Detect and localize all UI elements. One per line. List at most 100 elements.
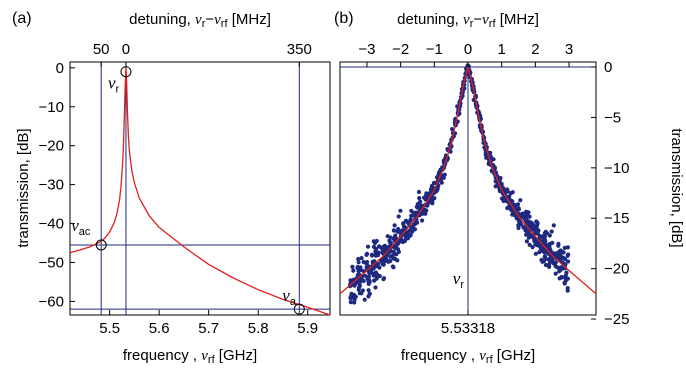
panel-b-data-point bbox=[351, 268, 356, 273]
panel-b-marker-label-r: νr bbox=[453, 269, 465, 291]
panel-b-data-point bbox=[565, 276, 571, 281]
panel-b-data-point bbox=[532, 228, 537, 233]
panel-b-data-point bbox=[348, 294, 353, 299]
panel-b-data-point bbox=[352, 283, 357, 288]
panel-b-data-point bbox=[362, 297, 367, 302]
panel-b-data-point bbox=[348, 300, 353, 305]
panel-b-data-point bbox=[391, 249, 396, 254]
panel-b-data-point bbox=[376, 250, 381, 255]
panel-b-top-tick-label: 0 bbox=[464, 41, 472, 58]
panel-a-top-axis-title: detuning, νr−νrf [MHz] bbox=[129, 11, 271, 30]
panel-a-y-tick-label: −50 bbox=[39, 254, 64, 271]
panel-b-data-point bbox=[390, 264, 395, 269]
panel-b-data-point bbox=[441, 175, 446, 180]
panel-a-line-layer bbox=[69, 67, 331, 316]
panel-b-data-point bbox=[385, 245, 391, 250]
panel-b-data-point bbox=[411, 224, 416, 229]
panel-b-data-point bbox=[373, 272, 378, 277]
panel-b-data-point bbox=[551, 223, 556, 228]
panel-b-x-axis-title: frequency , νrf [GHz] bbox=[401, 347, 535, 366]
panel-a-y-tick-label: −60 bbox=[39, 293, 64, 310]
panel-b-data-point bbox=[565, 253, 570, 258]
panel-b-data-point bbox=[499, 196, 505, 201]
panel-b-data-point bbox=[356, 272, 361, 277]
panel-b-data-point bbox=[355, 264, 360, 270]
panel-b-data-point bbox=[560, 249, 566, 255]
panel-b-y-axis-title: transmission, [dB] bbox=[668, 128, 685, 247]
panel-a-y-tick-label: 0 bbox=[56, 60, 64, 77]
panel-a-y-tick-label: −40 bbox=[39, 216, 64, 233]
panel-b-data-point bbox=[381, 261, 386, 266]
panel-a-x-tick-label: 5.5 bbox=[99, 320, 120, 337]
panel-b-data-point bbox=[519, 212, 524, 217]
panel-b-data-point bbox=[559, 275, 564, 280]
panel-b-data-point bbox=[498, 175, 503, 181]
panel-b-data-point bbox=[380, 249, 385, 254]
panel-b-data-point bbox=[392, 245, 397, 250]
panel-b-data-point bbox=[365, 244, 371, 249]
panel-a-x-axis-title: frequency , νrf [GHz] bbox=[123, 347, 257, 366]
panel-b-ticks: −3 −2 −1 0 1 2 30−5−10−15−20−255.53318 bbox=[358, 41, 629, 337]
panel-b-data-point bbox=[533, 238, 538, 243]
panel-b-data-point bbox=[543, 242, 549, 247]
panel-b-data-point bbox=[417, 196, 422, 201]
panel-b-data-point bbox=[428, 187, 433, 192]
panel-b-data-point bbox=[432, 196, 437, 201]
panel-b-data-point bbox=[364, 252, 369, 257]
panel-b-data-point bbox=[351, 292, 357, 297]
panel-a-y-tick-label: −10 bbox=[39, 99, 64, 116]
panel-b-data-point bbox=[396, 226, 401, 232]
panel-b-data-point bbox=[538, 246, 543, 251]
panel-b-data-point bbox=[510, 212, 515, 217]
panel-a-guides bbox=[70, 62, 330, 315]
panel-b-data-point bbox=[554, 265, 560, 270]
panel-b-top-tick-label: 3 bbox=[565, 41, 573, 58]
panel-b-y-tick-label: −20 bbox=[604, 261, 629, 278]
panel-b-data-point bbox=[505, 206, 510, 211]
panel-b-data-point bbox=[411, 213, 416, 218]
panel-b-top-tick-label: −3 bbox=[358, 41, 375, 58]
panel-b-top-tick-label: 1 bbox=[498, 41, 506, 58]
panel-b-data-point bbox=[566, 259, 571, 264]
panel-b-data-point bbox=[396, 214, 401, 219]
panel-a-marker-label-ac: νac bbox=[71, 216, 91, 238]
panel-b-top-tick-label: −2 bbox=[392, 41, 409, 58]
panel-b-data-point bbox=[518, 219, 523, 224]
panel-b-data-point bbox=[357, 285, 362, 290]
panel-b-top-tick-label: −1 bbox=[426, 41, 443, 58]
panel-b-data-point bbox=[549, 229, 554, 234]
panel-b-data-point bbox=[529, 220, 534, 225]
panel-b-data-point bbox=[552, 261, 557, 266]
panel-a-y-tick-label: −30 bbox=[39, 177, 64, 194]
panel-b-data-point bbox=[518, 198, 523, 203]
panel-b-data-point bbox=[401, 239, 406, 244]
panel-b-data-point bbox=[383, 257, 388, 262]
panel-b-data-point bbox=[541, 258, 547, 264]
panel-b-data-point bbox=[528, 234, 534, 239]
panel-b-data-point bbox=[439, 180, 444, 185]
panel-b-data-point bbox=[542, 236, 547, 241]
panel-b-data-point bbox=[534, 224, 539, 229]
panel-b-data-point bbox=[492, 165, 497, 170]
panel-b-data-point bbox=[515, 202, 521, 207]
panel-b-chart: νr −3 −2 −1 0 1 2 30−5−10−15−20−255.53318 detu… bbox=[339, 11, 685, 366]
panel-b-data-point bbox=[514, 216, 519, 221]
panel-b-y-tick-label: −10 bbox=[604, 160, 629, 177]
panel-b-data-point bbox=[547, 241, 553, 246]
panel-b-data-point bbox=[430, 201, 435, 206]
panel-b-data-point bbox=[423, 211, 428, 216]
panel-b-data-point bbox=[396, 241, 401, 246]
panel-b-data-point bbox=[350, 264, 355, 269]
panel-b-data-point bbox=[356, 256, 361, 262]
panel-a-y-tick-label: −20 bbox=[39, 138, 64, 155]
panel-b-markers: νr bbox=[453, 269, 465, 291]
panel-b-y-tick-label: −25 bbox=[604, 311, 629, 328]
panel-a-x-tick-label: 5.7 bbox=[198, 320, 219, 337]
panel-a-marker-label-r: νr bbox=[108, 74, 120, 96]
panel-b-data-point bbox=[415, 202, 420, 207]
panel-b-data-point bbox=[450, 127, 455, 132]
panel-b-data-point bbox=[372, 240, 378, 246]
panel-b-data-point bbox=[359, 256, 364, 261]
panel-b-data-point bbox=[356, 260, 361, 265]
